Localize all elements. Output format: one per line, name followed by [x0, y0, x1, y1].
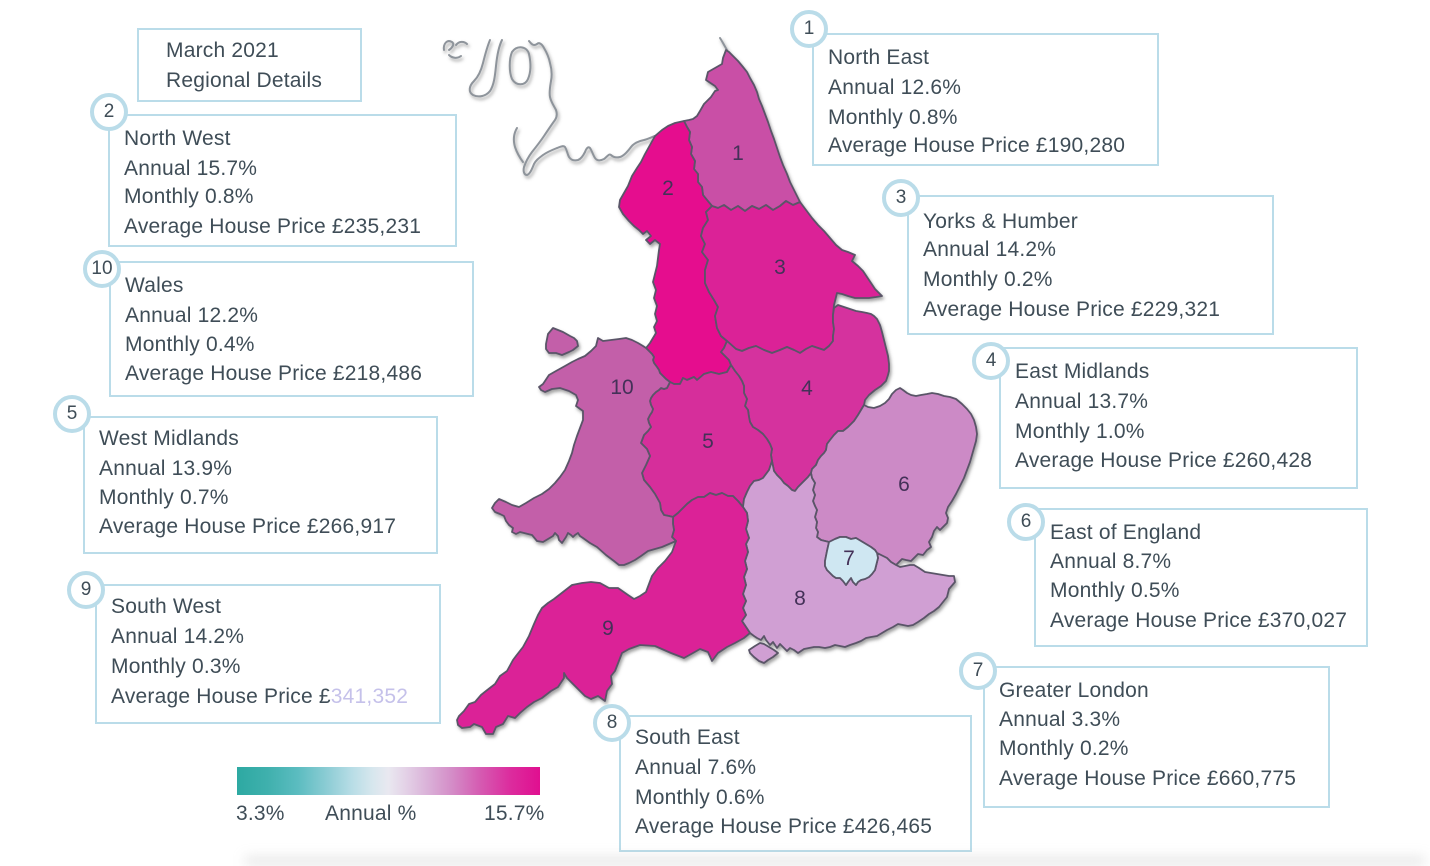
svg-text:9: 9	[602, 617, 614, 640]
svg-text:8: 8	[794, 587, 806, 610]
svg-text:1: 1	[732, 142, 744, 165]
svg-text:5: 5	[702, 430, 714, 453]
svg-text:2: 2	[662, 177, 674, 200]
svg-text:10: 10	[610, 376, 633, 399]
svg-text:4: 4	[801, 377, 813, 400]
svg-text:3: 3	[774, 256, 786, 279]
svg-text:7: 7	[843, 547, 855, 570]
svg-text:6: 6	[898, 473, 910, 496]
